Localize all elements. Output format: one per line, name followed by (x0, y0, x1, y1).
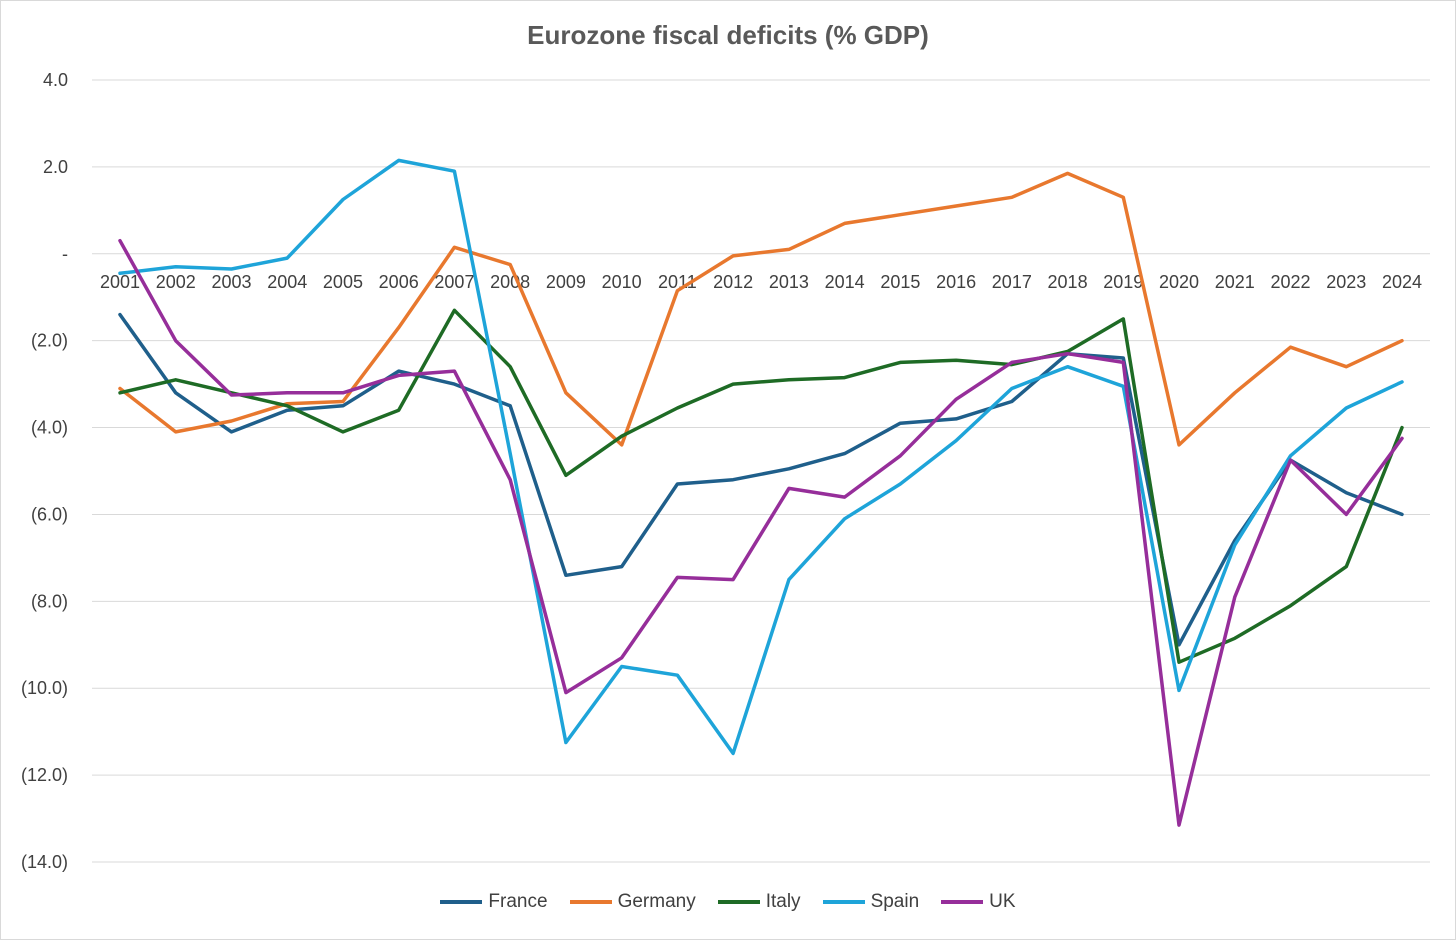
legend: France Germany Italy Spain UK (0, 891, 1456, 913)
legend-item-germany: Germany (569, 891, 696, 913)
y-tick-label: (6.0) (31, 504, 68, 524)
legend-label: France (488, 891, 548, 912)
x-tick-label: 2023 (1326, 272, 1366, 292)
legend-swatch (440, 900, 483, 904)
x-tick-label: 2011 (658, 272, 697, 292)
x-tick-label: 2005 (323, 272, 363, 292)
x-tick-label: 2017 (992, 272, 1032, 292)
legend-label: Germany (617, 891, 696, 912)
x-tick-label: 2009 (546, 272, 586, 292)
series-line-uk (118, 238, 1404, 827)
x-tick-label: 2015 (880, 272, 920, 292)
x-tick-label: 2010 (602, 272, 642, 292)
x-tick-label: 2001 (100, 272, 140, 292)
x-tick-label: 2014 (825, 272, 865, 292)
x-tick-label: 2006 (379, 272, 419, 292)
x-tick-label: 2021 (1215, 272, 1255, 292)
y-tick-label: (8.0) (31, 591, 68, 611)
legend-item-italy: Italy (717, 891, 801, 913)
legend-label: UK (989, 891, 1016, 912)
x-tick-label: 2022 (1270, 272, 1310, 292)
x-tick-label: 2007 (434, 272, 474, 292)
x-tick-label: 2024 (1382, 272, 1422, 292)
legend-swatch (941, 900, 984, 904)
y-tick-label: (2.0) (31, 331, 68, 351)
y-tick-label: (4.0) (31, 418, 68, 438)
chart-title: Eurozone fiscal deficits (% GDP) (527, 20, 929, 50)
y-tick-label: 4.0 (43, 70, 68, 90)
x-tick-label: 2019 (1103, 272, 1143, 292)
legend-item-france: France (440, 891, 548, 913)
x-tick-label: 2013 (769, 272, 809, 292)
x-tick-label: 2018 (1048, 272, 1088, 292)
x-tick-label: 2003 (211, 272, 251, 292)
legend-label: Spain (870, 891, 920, 912)
legend-swatch (569, 900, 612, 904)
legend-swatch (717, 900, 760, 904)
series-line-france (118, 312, 1404, 647)
x-tick-label: 2016 (936, 272, 976, 292)
x-tick-label: 2004 (267, 272, 307, 292)
y-tick-label: (12.0) (21, 765, 68, 785)
y-tick-label: (14.0) (21, 852, 68, 872)
series-line-germany (118, 171, 1404, 447)
legend-item-spain: Spain (822, 891, 920, 913)
legend-label: Italy (765, 891, 801, 912)
x-tick-label: 2008 (490, 272, 530, 292)
x-tick-label: 2020 (1159, 272, 1199, 292)
y-tick-label: - (62, 244, 68, 264)
legend-item-uk: UK (941, 891, 1016, 913)
series-line-italy (118, 308, 1404, 664)
legend-swatch (822, 900, 865, 904)
series-line-spain (118, 158, 1404, 756)
y-tick-label: 2.0 (43, 157, 68, 177)
x-tick-label: 2012 (713, 272, 753, 292)
x-tick-label: 2002 (156, 272, 196, 292)
y-tick-label: (10.0) (21, 678, 68, 698)
